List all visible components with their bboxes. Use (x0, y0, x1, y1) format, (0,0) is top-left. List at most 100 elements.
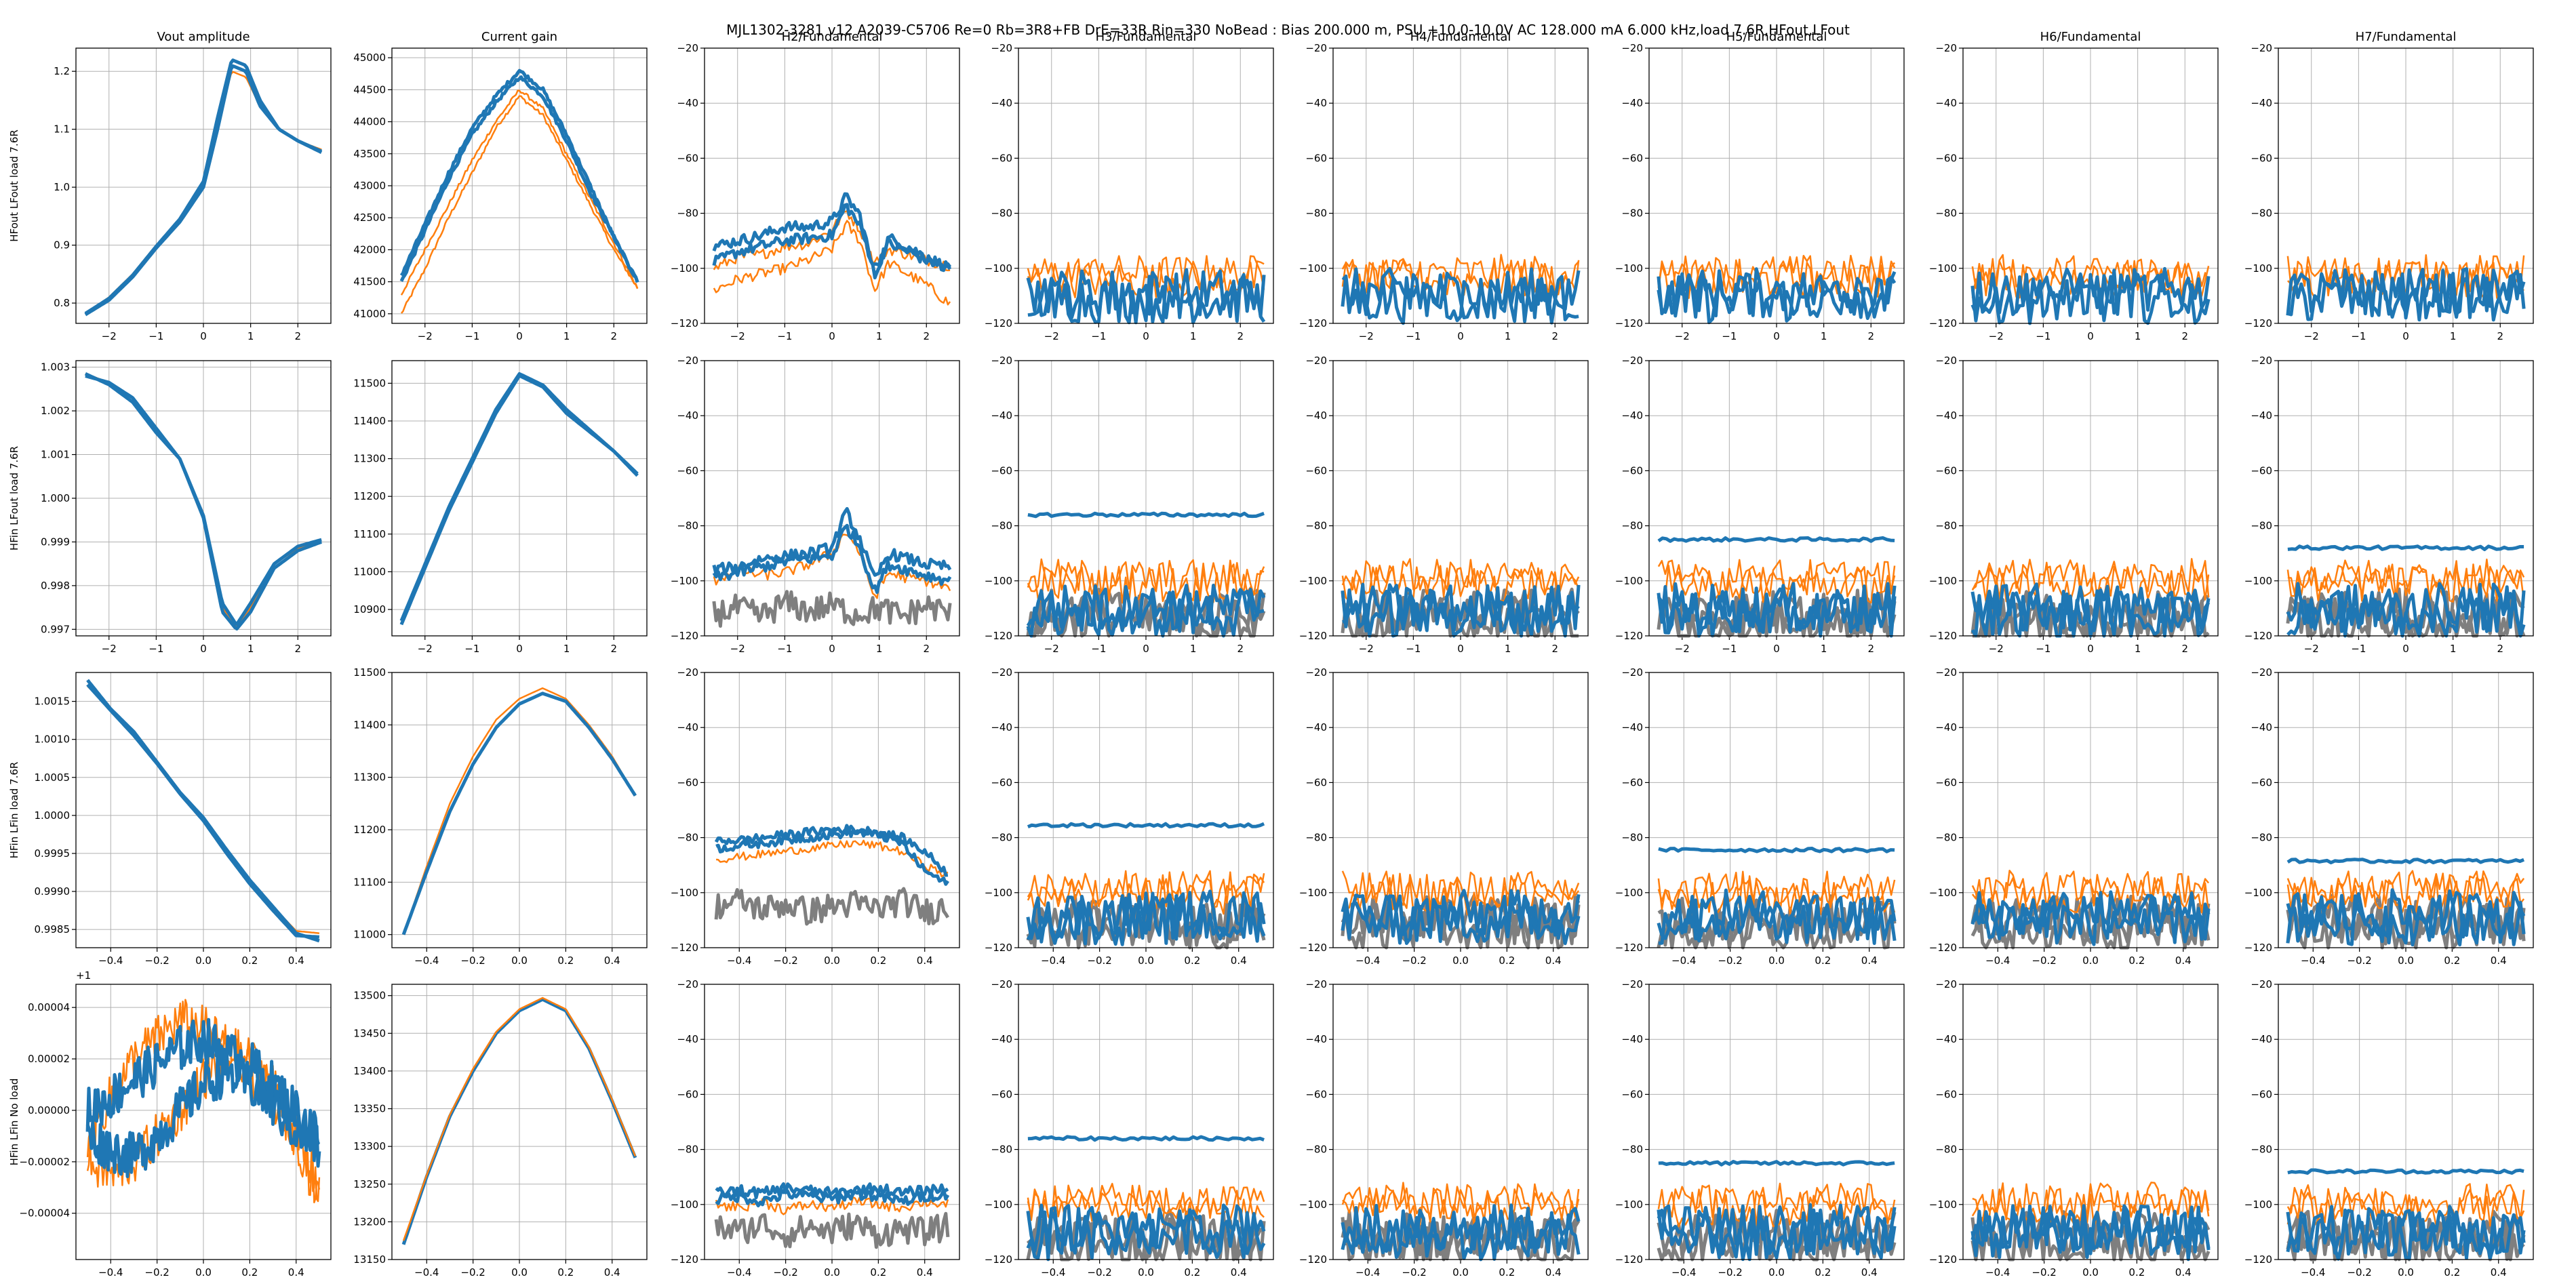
y-tick-label: 0.00004 (28, 1001, 70, 1013)
x-tick-label: 0 (1773, 330, 1780, 342)
x-tick-label: −0.4 (2301, 1266, 2325, 1279)
y-tick-label: 1.0000 (35, 809, 71, 822)
column-title: H7/Fundamental (2356, 30, 2457, 44)
series-line-orange (1027, 558, 1265, 597)
x-tick-label: 0.2 (557, 1266, 574, 1279)
y-tick-label: 11500 (353, 666, 386, 679)
y-tick-label: −80 (1305, 207, 1327, 220)
axes-frame (75, 984, 332, 1260)
y-tick-label: −120 (1615, 942, 1643, 954)
x-tick-label: 0.4 (1861, 954, 1878, 967)
y-tick-label: −40 (991, 721, 1012, 733)
subplot-r4-c7: −0.4 −0.2 0.0 0.2 0.4 −20 −40 −60 −80 −100 −120 (1929, 978, 2219, 1279)
y-tick-label: −120 (1299, 1253, 1327, 1266)
x-tick-label: −2 (102, 330, 117, 342)
x-tick-label: −2 (2304, 643, 2319, 655)
y-tick-label: 45000 (353, 52, 386, 64)
x-tick-label: 0 (1773, 643, 1780, 655)
y-tick-label: −100 (1615, 887, 1643, 899)
series-line-blue (1658, 847, 1895, 853)
series-line-blue (1970, 893, 2211, 946)
series-line-orange (1341, 254, 1580, 294)
y-tick-label: 43500 (353, 148, 386, 160)
y-tick-label: −120 (671, 1253, 698, 1266)
series-line-blue (1027, 1135, 1265, 1142)
y-tick-label: 1.0 (54, 181, 70, 193)
y-tick-label: −40 (1621, 409, 1643, 422)
series-line-orange (1971, 254, 2210, 294)
x-tick-label: −2 (1359, 330, 1374, 342)
y-tick-label: −20 (991, 978, 1012, 990)
x-tick-label: −0.2 (2347, 954, 2371, 967)
y-tick-label: −60 (2251, 776, 2272, 788)
y-tick-label: −40 (1305, 721, 1327, 733)
y-tick-label: −60 (1935, 464, 1957, 477)
subplot-r1-c5: −2 −1 0 1 2 −20 −40 −60 −80 −100 −120 (1299, 42, 1589, 342)
x-tick-label: −2 (1989, 643, 2004, 655)
y-tick-label: −60 (1935, 152, 1957, 164)
y-tick-label: −60 (1305, 464, 1327, 477)
x-tick-label: 0.4 (917, 1266, 933, 1279)
y-tick-label: 13200 (353, 1215, 386, 1228)
figure-suptitle: MJL1302-3281 v12 A2039-C5706 Re=0 Rb=3R8… (726, 22, 1850, 38)
y-tick-label: 11500 (353, 377, 386, 389)
subplot-r1-c2: −2 −1 0 1 2 41000 41500 42000 42500 43000 43500 440… (353, 47, 648, 342)
y-tick-label: −60 (1621, 776, 1643, 788)
y-tick-label: −20 (1621, 978, 1643, 990)
x-tick-label: 0.4 (2491, 1266, 2507, 1279)
axes-frame (704, 984, 960, 1260)
subplot-r3-c5: −0.4 −0.2 0.0 0.2 0.4 −20 −40 −60 −80 −100 −120 (1299, 666, 1589, 967)
y-tick-label: −40 (1935, 1033, 1957, 1045)
y-tick-label: 0.9985 (35, 923, 71, 935)
x-tick-label: 0.0 (2398, 1266, 2414, 1279)
y-tick-label: 1.002 (41, 405, 70, 417)
series-line-gray (1972, 597, 2210, 638)
x-tick-label: −0.4 (98, 954, 123, 967)
x-tick-label: 1 (247, 643, 254, 655)
y-tick-label: −100 (2244, 575, 2272, 587)
x-tick-label: 0 (200, 330, 207, 342)
subplot-r2-c6: −2 −1 0 1 2 −20 −40 −60 −80 −100 −120 (1615, 355, 1905, 655)
y-tick-label: 0.999 (41, 536, 70, 548)
y-tick-label: −60 (1621, 152, 1643, 164)
x-tick-label: 2 (1551, 330, 1558, 342)
x-tick-label: 0.4 (2175, 1266, 2192, 1279)
series-line-orange (400, 89, 639, 296)
series-line-blue (715, 827, 949, 886)
x-tick-label: 2 (2181, 330, 2188, 342)
x-tick-label: 0.4 (1861, 1266, 1878, 1279)
x-tick-label: −0.4 (1041, 954, 1065, 967)
x-tick-label: −1 (464, 643, 479, 655)
x-tick-label: 2 (610, 643, 617, 655)
x-tick-label: 0.0 (1768, 1266, 1785, 1279)
y-tick-label: −40 (1621, 1033, 1643, 1045)
axes-frame (1018, 360, 1274, 637)
axes-frame (1962, 672, 2219, 948)
series-line-blue (1026, 894, 1266, 946)
x-tick-label: 0 (829, 643, 835, 655)
x-tick-label: −0.2 (1718, 1266, 1742, 1279)
y-tick-label: −80 (1935, 1144, 1957, 1156)
y-tick-label: 13300 (353, 1140, 386, 1152)
x-tick-label: 0 (516, 330, 523, 342)
x-tick-label: −1 (777, 643, 792, 655)
subplot-r4-c4: −0.4 −0.2 0.0 0.2 0.4 −20 −40 −60 −80 −100 −120 (985, 978, 1274, 1279)
subplot-r3-c8: −0.4 −0.2 0.0 0.2 0.4 −20 −40 −60 −80 −100 −120 (2244, 666, 2534, 967)
y-tick-label: 41500 (353, 276, 386, 288)
y-tick-label: 42500 (353, 212, 386, 224)
x-tick-label: 0.0 (511, 954, 528, 967)
y-tick-label: −20 (1305, 978, 1327, 990)
x-tick-label: 2 (2181, 643, 2188, 655)
x-tick-label: −0.2 (144, 954, 169, 967)
y-tick-label: −20 (2251, 355, 2272, 367)
subplot-r3-c2: −0.4 −0.2 0.0 0.2 0.4 11000 11100 11200 11300 114… (353, 666, 648, 967)
x-tick-label: 0.0 (2398, 954, 2414, 967)
y-tick-label: −20 (1935, 666, 1957, 679)
subplot-r1-c7: −2 −1 0 1 2 −20 −40 −60 −80 −100 −120 (1929, 42, 2219, 342)
x-tick-label: −0.2 (460, 1266, 485, 1279)
x-tick-label: −0.2 (144, 1266, 169, 1279)
x-tick-label: 0.4 (1545, 1266, 1562, 1279)
series-line-blue (1341, 273, 1579, 325)
series-line-orange (713, 220, 951, 306)
